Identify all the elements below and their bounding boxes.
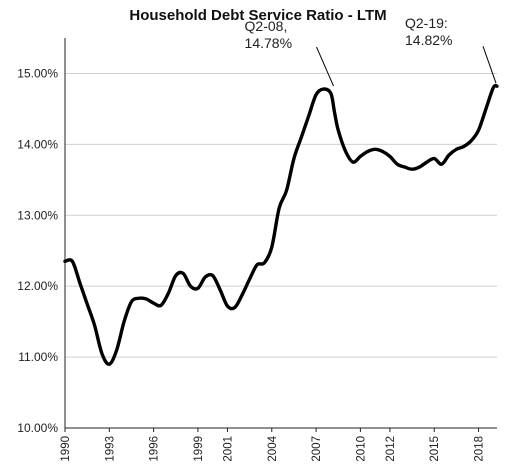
annotation-leader	[482, 46, 497, 84]
x-tick-label: 1993	[104, 436, 116, 462]
y-tick-label: 15.00%	[17, 66, 58, 80]
annotation-label: 14.82%	[405, 32, 452, 48]
x-tick-label: 2018	[474, 436, 486, 462]
annotation-label: Q2-08,	[245, 18, 288, 34]
chart-title: Household Debt Service Ratio - LTM	[129, 7, 386, 24]
y-tick-label: 10.00%	[17, 421, 58, 435]
x-tick-label: 2001	[222, 436, 234, 462]
annotation-layer: Q2-08,14.78% Q2-19:14.82%	[245, 15, 497, 87]
x-tick-label: 2015	[429, 436, 441, 462]
x-tick-label: 1999	[193, 436, 205, 462]
y-tick-label: 11.00%	[18, 350, 58, 364]
y-tick-label: 14.00%	[17, 137, 58, 151]
annotation-label: Q2-19:	[405, 15, 448, 31]
x-tick-label: 2010	[355, 436, 367, 462]
annotation-leader	[316, 46, 334, 87]
axis-layer: 10.00% 11.00% 12.00% 13.00% 14.00% 15.00% 1990…	[17, 38, 497, 462]
series-line	[63, 83, 499, 366]
x-tick-label: 1990	[60, 436, 72, 462]
y-tick-label: 13.00%	[17, 208, 58, 222]
annotation-label: 14.78%	[245, 35, 292, 51]
y-tick-label: 12.00%	[17, 279, 58, 293]
series-layer	[63, 83, 499, 366]
x-tick-label: 1996	[149, 436, 161, 462]
x-tick-label: 2007	[311, 436, 323, 462]
grid-layer	[65, 72, 497, 358]
x-tick-label: 2004	[267, 435, 279, 461]
x-tick-label: 2012	[385, 436, 397, 462]
